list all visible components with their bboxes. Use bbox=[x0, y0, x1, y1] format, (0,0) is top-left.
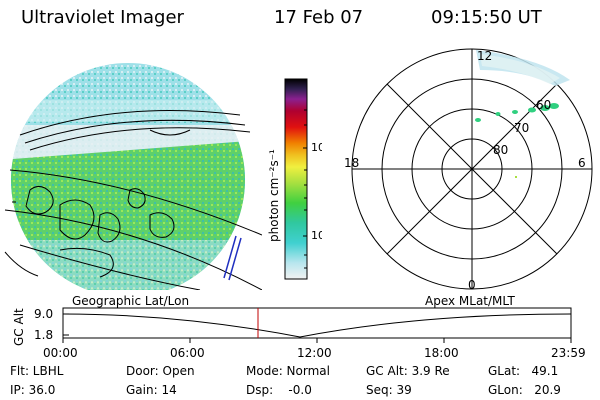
altitude-timeline: GC Alt 9.0 1.8 00:00 06:00 12:00 18:00 2… bbox=[12, 307, 586, 360]
lat-label-70: 70 bbox=[514, 121, 529, 135]
xtick-0600: 06:00 bbox=[170, 346, 205, 360]
status-door: Door: Open bbox=[126, 364, 195, 378]
ytick-1-8: 1.8 bbox=[34, 328, 53, 342]
status-gc-alt: GC Alt: 3.9 Re bbox=[366, 364, 450, 378]
status-flt: Flt: LBHL bbox=[10, 364, 64, 378]
mlt-label-6: 6 bbox=[578, 156, 586, 170]
coastline-overlay bbox=[4, 110, 262, 290]
mlt-label-18: 18 bbox=[344, 156, 359, 170]
instrument-title: Ultraviolet Imager bbox=[21, 7, 184, 28]
geographic-image bbox=[4, 63, 262, 290]
colorbar-tick-100: 100 bbox=[311, 141, 322, 154]
mlt-label-12: 12 bbox=[477, 49, 492, 63]
xtick-1800: 18:00 bbox=[424, 346, 459, 360]
color-scale-bar: 100 10 photon cm⁻²s⁻¹ bbox=[267, 78, 322, 280]
colorbar-unit-label: photon cm⁻²s⁻¹ bbox=[267, 149, 281, 242]
colorbar-tick-10: 10 bbox=[311, 229, 322, 242]
timeline-axis-label: GC Alt bbox=[12, 308, 26, 346]
status-ip: IP: 36.0 bbox=[10, 383, 56, 397]
geographic-latlon-title: Geographic Lat/Lon bbox=[72, 294, 190, 308]
apex-mlat-mlt-title: Apex MLat/MLT bbox=[425, 294, 515, 308]
xtick-0000: 00:00 bbox=[43, 346, 78, 360]
lat-label-80: 80 bbox=[493, 143, 508, 157]
mlt-label-0: 0 bbox=[468, 278, 476, 290]
time-label: 09:15:50 UT bbox=[431, 7, 542, 28]
altitude-curve bbox=[62, 313, 572, 338]
status-glat: GLat: 49.1 bbox=[488, 364, 559, 378]
ytick-9: 9.0 bbox=[34, 307, 53, 321]
xtick-1200: 12:00 bbox=[297, 346, 332, 360]
status-mode: Mode: Normal bbox=[246, 364, 330, 378]
status-seq: Seq: 39 bbox=[366, 383, 412, 397]
status-gain: Gain: 14 bbox=[126, 383, 177, 397]
status-dsp: Dsp: -0.0 bbox=[246, 383, 312, 397]
date-label: 17 Feb 07 bbox=[274, 7, 364, 28]
status-glon: GLon: 20.9 bbox=[488, 383, 561, 397]
polar-mlt-plot: 12 18 6 0 60 70 80 bbox=[344, 48, 593, 290]
xtick-2359: 23:59 bbox=[551, 346, 586, 360]
lat-label-60: 60 bbox=[536, 98, 551, 112]
